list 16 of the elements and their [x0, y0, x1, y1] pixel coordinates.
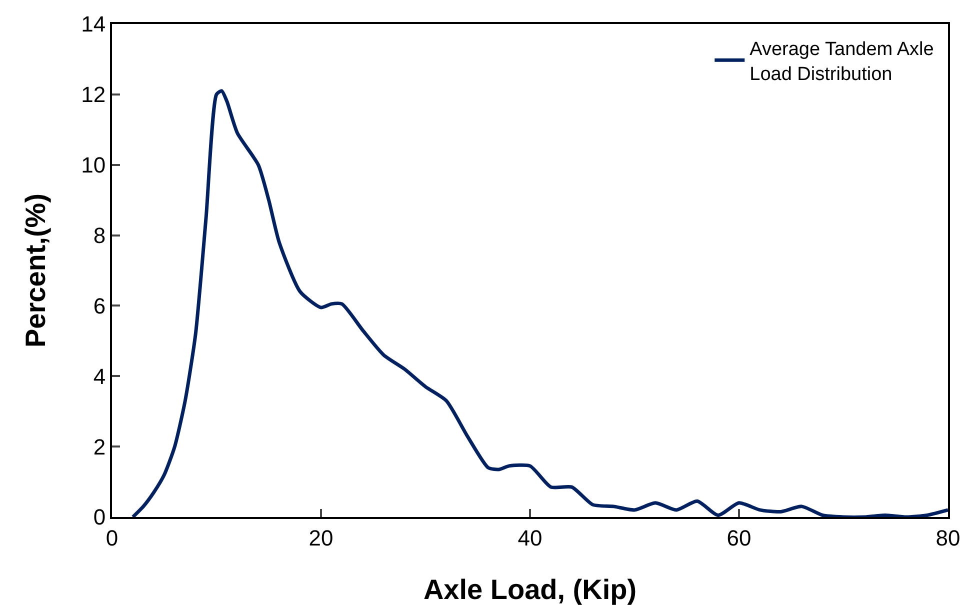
y-tick-label: 6: [93, 293, 106, 318]
y-tick-label: 14: [81, 12, 106, 37]
x-tick-label: 80: [936, 525, 960, 550]
y-tick-label: 2: [93, 434, 106, 460]
legend-label: Average Tandem Axle Load Distribution: [750, 39, 934, 85]
y-tick-label: 10: [81, 152, 106, 178]
y-tick-label: 4: [93, 364, 106, 389]
x-axis-title: Axle Load, (Kip): [423, 574, 637, 605]
y-tick-label: 8: [93, 222, 106, 248]
y-axis-title: Percent,(%): [20, 193, 51, 348]
x-tick-label: 60: [726, 525, 752, 550]
line-series: [131, 89, 948, 517]
y-tick-label: 12: [81, 82, 106, 108]
x-tick-label: 20: [308, 525, 334, 550]
y-tick-label: 0: [93, 504, 106, 530]
x-tick-label: 40: [518, 525, 542, 550]
